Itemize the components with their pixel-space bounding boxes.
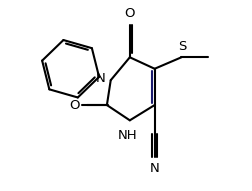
Text: O: O — [69, 99, 80, 112]
Text: O: O — [124, 7, 135, 20]
Text: N: N — [150, 162, 160, 175]
Text: N: N — [96, 72, 106, 85]
Text: NH: NH — [118, 129, 138, 142]
Text: S: S — [178, 40, 186, 53]
